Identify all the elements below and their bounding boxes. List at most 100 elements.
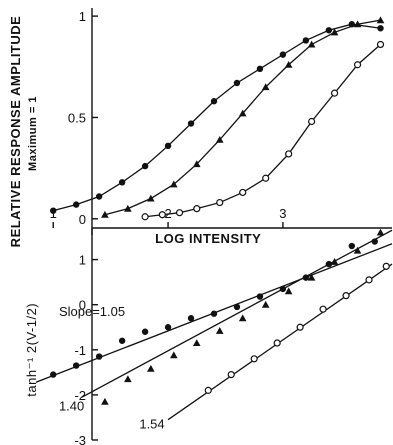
top-series-1-point: [192, 160, 201, 168]
top-series-1-point: [261, 83, 270, 91]
bottom-series-2-point: [204, 386, 212, 394]
top-panel: 0 0.5 1 RELATIVE RESPONSE AMPLITUDE Maximum …: [8, 8, 385, 248]
bottom-series-2-point: [227, 370, 235, 379]
bottom-series-0-point: [233, 303, 241, 311]
top-series-1-point: [284, 60, 293, 68]
top-series-1-point: [147, 194, 155, 202]
top-series-2-point: [308, 117, 316, 126]
top-series-0-point: [279, 51, 287, 58]
bottom-series-2-point: [342, 292, 350, 300]
top-y-tick-label: 0: [79, 212, 86, 227]
top-series-2-point: [216, 198, 224, 207]
bottom-series-1-point: [261, 300, 270, 308]
top-series-0-point: [141, 162, 149, 170]
top-y-tick-label: 1: [79, 9, 86, 24]
bottom-series-0-point: [164, 324, 172, 331]
bottom-series-0-point: [95, 353, 103, 360]
bottom-series-1-point: [238, 314, 247, 322]
bottom-y-tick-label: -3: [74, 433, 86, 445]
bottom-series-2-point: [273, 339, 281, 347]
bottom-series-2-point: [319, 305, 327, 313]
bottom-series-1-point: [284, 287, 293, 295]
bottom-series-0-point: [72, 362, 80, 369]
bottom-series-0-point: [118, 337, 126, 344]
bottom-series-0-point: [50, 371, 57, 378]
top-y-tick-label: 0.5: [68, 110, 86, 125]
top-series-0-point: [187, 120, 195, 127]
bottom-series-2-point: [250, 355, 258, 363]
bottom-series-0-point: [348, 242, 356, 250]
top-series-1-point: [376, 16, 385, 24]
bottom-series-2-point: [296, 323, 304, 331]
top-series-2-point: [239, 188, 247, 197]
fit-line-1: [81, 229, 393, 398]
top-series-0-point: [233, 79, 241, 87]
top-series-1-point: [307, 40, 316, 48]
bottom-y-tick-label: -1: [74, 343, 86, 358]
top-series-2-point: [376, 40, 385, 49]
bottom-series-2-point: [365, 276, 373, 284]
bottom-series-1-point: [307, 273, 316, 281]
bottom-series-0-point: [210, 310, 218, 317]
bottom-series-2-point: [382, 262, 390, 270]
bottom-series-0-point: [256, 293, 264, 300]
top-series-2-line: [145, 43, 381, 218]
top-series-2-point: [141, 213, 149, 221]
bottom-panel: 1 2 3 LOG INTENSITY 1 0 -1 -2 -3 tanh⁻¹ 2(V-1/2) S…: [24, 206, 393, 445]
top-series-0-point: [50, 207, 57, 214]
bottom-series-1-point: [215, 327, 224, 334]
top-series-0-point: [325, 27, 333, 34]
bottom-y-axis-title: tanh⁻¹ 2(V-1/2): [24, 303, 39, 397]
bottom-series-0-point: [187, 315, 195, 322]
bottom-series-0-point: [279, 285, 287, 293]
x-tick-label: 2: [164, 206, 171, 221]
bottom-y-tick-label: 0: [79, 298, 86, 313]
bottom-series-0-point: [325, 260, 333, 268]
bottom-series-1-point: [192, 339, 201, 347]
top-series-2-point: [330, 89, 339, 97]
top-series-2-point: [193, 205, 201, 213]
fit-label-2: 1.54: [139, 417, 164, 432]
bottom-y-tick-label: -2: [74, 388, 86, 403]
x-tick-label: 3: [279, 206, 286, 221]
top-series-1-point: [101, 210, 109, 218]
bottom-y-tick-label: 1: [79, 253, 86, 268]
top-series-0-point: [377, 25, 384, 32]
bottom-series-1-point: [124, 375, 132, 383]
top-series-2-point: [262, 174, 270, 182]
top-series-1-point: [330, 28, 339, 36]
top-series-0-point: [302, 37, 310, 44]
top-series-0-line: [53, 23, 381, 212]
top-series-1-point: [124, 204, 132, 212]
top-series-0-point: [210, 98, 218, 105]
top-y-axis-title: RELATIVE RESPONSE AMPLITUDE: [8, 16, 23, 248]
top-series-0-point: [72, 201, 80, 208]
bottom-series-0-point: [302, 274, 310, 281]
top-series-1-line: [104, 19, 381, 216]
top-series-1-point: [215, 135, 224, 143]
top-series-0-point: [256, 65, 264, 73]
fit-label-0: Slope=1.05: [59, 304, 125, 319]
top-series-1-point: [238, 109, 247, 117]
bottom-series-1-point: [376, 228, 385, 236]
top-series-1-point: [353, 20, 362, 28]
fit-label-1: 1.40: [59, 399, 84, 414]
x-axis-title: LOG INTENSITY: [155, 231, 261, 246]
top-series-0-point: [164, 142, 172, 150]
bottom-series-0-point: [141, 328, 149, 335]
bottom-series-1-point: [147, 364, 155, 372]
top-series-0-point: [118, 179, 126, 186]
bottom-series-1-point: [101, 397, 109, 405]
bottom-series-1-point: [170, 351, 178, 359]
top-y-axis-subtitle: Maximum = 1: [27, 96, 39, 171]
x-tick-label: 1: [50, 206, 57, 221]
top-series-2-point: [285, 150, 293, 158]
bottom-series-1-point: [330, 258, 339, 265]
top-series-0-point: [95, 193, 103, 200]
top-series-2-point: [175, 209, 184, 217]
top-series-1-point: [170, 180, 178, 188]
top-series-2-point: [353, 61, 362, 69]
bottom-series-1-point: [353, 246, 362, 254]
top-series-2-point: [158, 211, 166, 219]
